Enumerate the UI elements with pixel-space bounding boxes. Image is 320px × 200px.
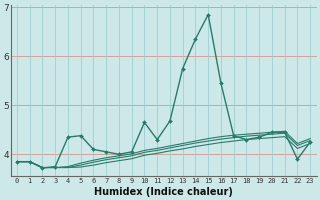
X-axis label: Humidex (Indice chaleur): Humidex (Indice chaleur): [94, 187, 233, 197]
